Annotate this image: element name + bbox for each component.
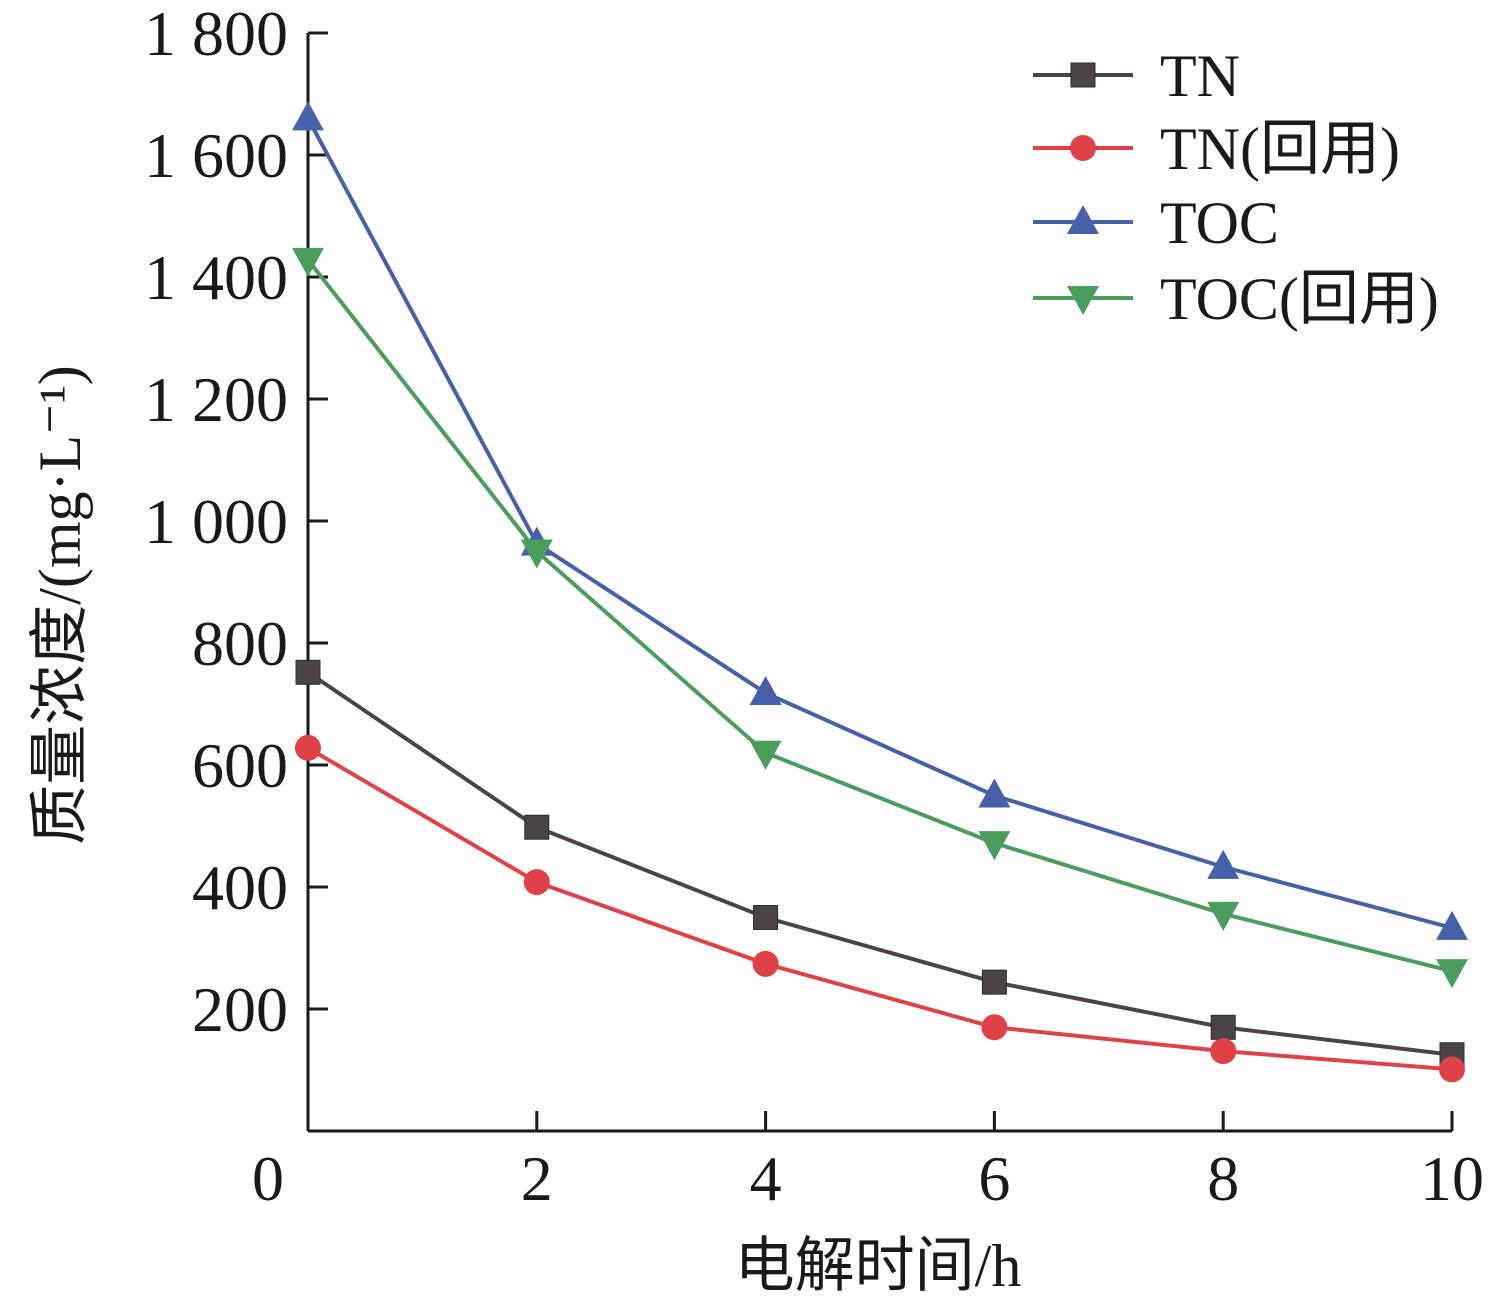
series-0 [295,659,1465,1068]
legend-marker [1067,286,1099,315]
data-point [523,869,550,896]
data-point [981,1014,1008,1041]
data-point [295,734,321,761]
data-point [749,740,782,770]
y-tick-label: 200 [192,974,288,1045]
data-point [524,814,550,840]
data-point [295,659,321,685]
x-axis-title: 电解时间/h [735,1233,1022,1299]
series-3 [292,247,1468,989]
y-tick-label: 1 400 [144,242,288,313]
data-point [1207,901,1240,931]
data-point [978,831,1011,861]
series-1 [295,734,1465,1083]
series-line [306,670,1453,1057]
data-point [749,676,782,706]
x-tick-label: 2 [521,1143,553,1214]
legend-label: TOC(回用) [1160,266,1439,332]
data-point [981,969,1007,995]
series-line [306,117,1453,930]
legend-marker [1070,62,1096,88]
series-2 [292,101,1468,940]
data-point [1207,849,1240,879]
legend-item: TN [1033,43,1240,109]
series-layer [292,101,1468,1083]
data-point [292,101,324,131]
legend: TN TN(回用) TOC TOC(回用) [1033,43,1439,332]
legend-marker [1067,205,1099,234]
x-tick-label: 6 [978,1143,1010,1214]
y-tick-label: 1 600 [144,120,288,191]
legend-marker [1070,135,1096,161]
data-point [753,905,779,930]
data-point [1436,959,1468,989]
legend-item: TOC [1033,190,1279,256]
series-line [306,746,1453,1072]
x-ticks: 0 2 4 6 8 10 [252,1111,1484,1214]
legend-label: TOC [1160,190,1279,256]
y-tick-label: 1 200 [144,364,288,435]
data-point [292,247,324,277]
x-tick-label: 4 [750,1143,782,1214]
x-tick-label: 8 [1207,1143,1239,1214]
legend-item: TOC(回用) [1033,266,1439,332]
data-point [520,539,553,569]
data-point [1210,1014,1236,1040]
legend-item: TN(回用) [1033,116,1400,182]
legend-label: TN(回用) [1160,116,1400,182]
y-tick-label: 1 800 [144,0,288,69]
y-tick-label: 800 [192,608,288,679]
x-tick-label: 10 [1420,1143,1484,1214]
y-tick-label: 400 [192,852,288,923]
y-ticks: 200 400 600 800 1 000 1 200 1 400 1 600 1 800 [144,0,328,1045]
y-axis-title: 质量浓度/(mg·L⁻¹) [27,365,93,845]
y-tick-label: 600 [192,730,288,801]
series-line [306,258,1453,974]
data-point [1436,910,1468,940]
x-tick-label: 0 [252,1143,284,1214]
data-point [1210,1038,1237,1065]
legend-label: TN [1160,43,1240,109]
axes [306,33,1452,1133]
data-point [752,950,779,977]
data-point [1439,1056,1465,1083]
data-point [978,778,1011,808]
y-tick-label: 1 000 [144,486,288,557]
